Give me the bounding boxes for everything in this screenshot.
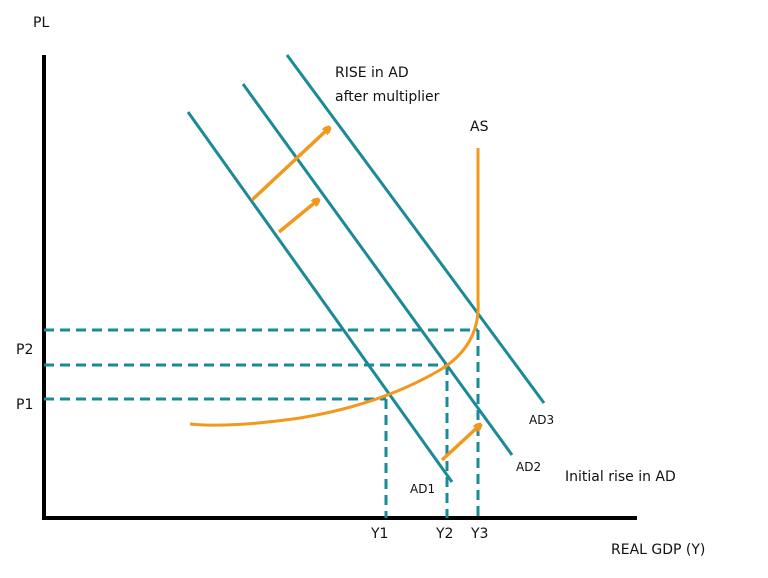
y3-label: Y3	[471, 526, 489, 542]
ad3-curve	[285, 54, 546, 404]
ad2-curve	[241, 83, 514, 456]
p1-label: P1	[16, 397, 34, 413]
multiplier-annotation-line1: RISE in AD	[335, 65, 409, 81]
x-axis-label: REAL GDP (Y)	[611, 542, 706, 558]
y1-label: Y1	[371, 526, 389, 542]
initial-rise-annotation: Initial rise in AD	[565, 469, 676, 485]
multiplier-annotation-line2: after multiplier	[335, 89, 440, 105]
as-curve	[189, 148, 480, 427]
ad1-label: AD1	[410, 482, 436, 496]
multiplier-arrow-small	[277, 200, 318, 234]
multiplier-arrow-large	[250, 128, 329, 202]
initial-rise-arrow	[440, 425, 480, 462]
ad1-curve	[186, 111, 454, 483]
ad2-label: AD2	[516, 460, 542, 474]
as-label: AS	[470, 119, 489, 135]
y2-label: Y2	[436, 526, 454, 542]
p2-label: P2	[16, 342, 34, 358]
y-axis-label: PL	[33, 15, 50, 31]
ad3-label: AD3	[529, 413, 555, 427]
